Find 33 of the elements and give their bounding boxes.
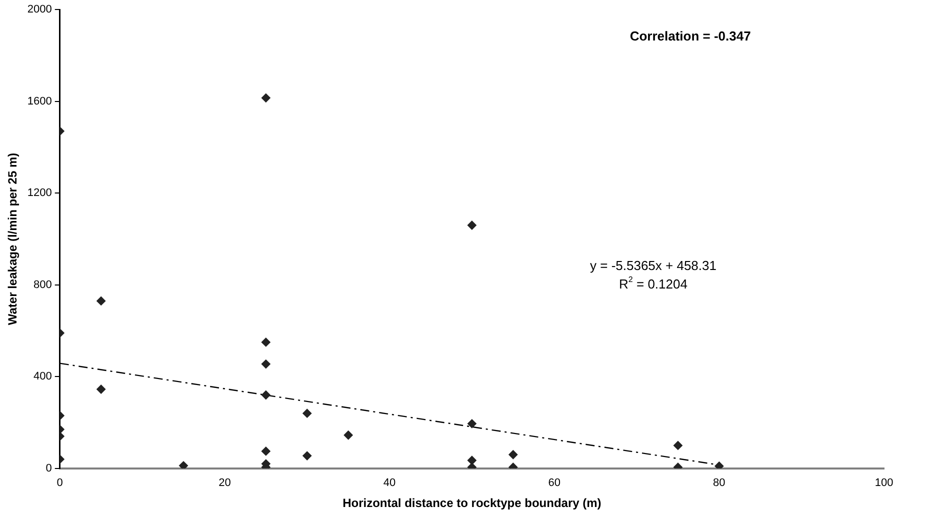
y-tick-label: 400 xyxy=(34,370,52,383)
x-tick-label: 20 xyxy=(218,477,231,490)
point xyxy=(344,430,353,440)
y-tick-label: 1200 xyxy=(27,187,52,200)
y-tick-label: 0 xyxy=(46,462,52,474)
point xyxy=(96,296,106,306)
point xyxy=(261,446,270,456)
point xyxy=(467,419,476,428)
point xyxy=(178,461,188,468)
point xyxy=(261,390,270,400)
y-tick-label: 2000 xyxy=(27,4,52,16)
point xyxy=(96,384,106,394)
point xyxy=(302,408,312,418)
point xyxy=(714,462,724,468)
y-axis-title: Water leakage (l/min per 25 m) xyxy=(6,152,20,326)
x-tick-label: 100 xyxy=(874,477,894,490)
point xyxy=(467,220,476,230)
y-tick-label: 1600 xyxy=(27,95,52,108)
point xyxy=(673,440,682,450)
x-tick-label: 60 xyxy=(548,477,560,490)
x-tick-label: 0 xyxy=(56,477,63,490)
x-axis-title: Horizontal distance to rocktype boundary (m) xyxy=(342,496,602,510)
point xyxy=(302,451,312,460)
y-tick-label: 800 xyxy=(34,278,52,291)
point xyxy=(261,93,270,102)
point xyxy=(508,450,518,460)
point xyxy=(261,338,270,347)
annotation: Correlation = -0.347 xyxy=(630,28,751,44)
point xyxy=(467,456,476,465)
x-tick-label: 80 xyxy=(713,477,726,490)
x-tick-label: 40 xyxy=(383,477,396,490)
point xyxy=(261,360,270,369)
annotation: y = -5.5365x + 458.31 xyxy=(590,258,716,274)
